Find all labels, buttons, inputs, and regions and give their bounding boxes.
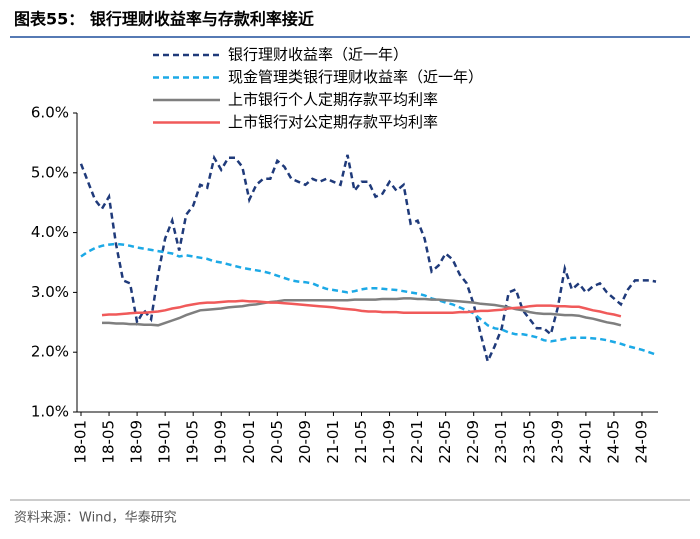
x-tick-label: 22-09: [464, 420, 482, 464]
legend-label: 银行理财收益率（近一年）: [228, 46, 408, 64]
y-tick-label: 2.0%: [31, 343, 69, 361]
legend-label: 上市银行个人定期存款平均利率: [228, 91, 438, 109]
y-tick-label: 5.0%: [31, 163, 69, 181]
x-tick-label: 24-01: [576, 420, 594, 464]
x-tick-label: 21-09: [380, 420, 398, 464]
y-tick-label: 4.0%: [31, 223, 69, 241]
y-tick-label: 1.0%: [31, 403, 69, 421]
x-tick-label: 19-09: [212, 420, 230, 464]
x-tick-label: 18-05: [100, 420, 118, 464]
x-tick-label: 19-01: [156, 420, 174, 464]
x-tick-label: 20-01: [240, 420, 258, 464]
y-tick-label: 6.0%: [31, 104, 69, 122]
x-tick-label: 22-01: [408, 420, 426, 464]
chart-title: 图表55： 银行理财收益率与存款利率接近: [14, 10, 314, 29]
series-line: [102, 297, 622, 327]
series-line: [79, 154, 657, 365]
x-tick-label: 23-09: [548, 420, 566, 464]
x-tick-label: 21-05: [352, 420, 370, 464]
x-tick-label: 19-05: [184, 420, 202, 464]
x-tick-label: 18-09: [128, 420, 146, 464]
x-tick-label: 23-05: [520, 420, 538, 464]
legend-label: 上市银行对公定期存款平均利率: [228, 113, 438, 131]
y-tick-label: 3.0%: [31, 283, 69, 301]
x-tick-label: 23-01: [492, 420, 510, 464]
x-tick-label: 20-09: [296, 420, 314, 464]
x-tick-label: 21-01: [324, 420, 342, 464]
x-tick-label: 18-01: [72, 420, 90, 464]
x-tick-label: 24-09: [632, 420, 650, 464]
x-tick-label: 24-05: [604, 420, 622, 464]
x-tick-label: 20-05: [268, 420, 286, 464]
series-line: [101, 299, 622, 318]
legend-label: 现金管理类银行理财收益率（近一年）: [228, 68, 483, 86]
source: 资料来源：Wind，华泰研究: [14, 511, 177, 526]
x-tick-label: 22-05: [436, 420, 454, 464]
